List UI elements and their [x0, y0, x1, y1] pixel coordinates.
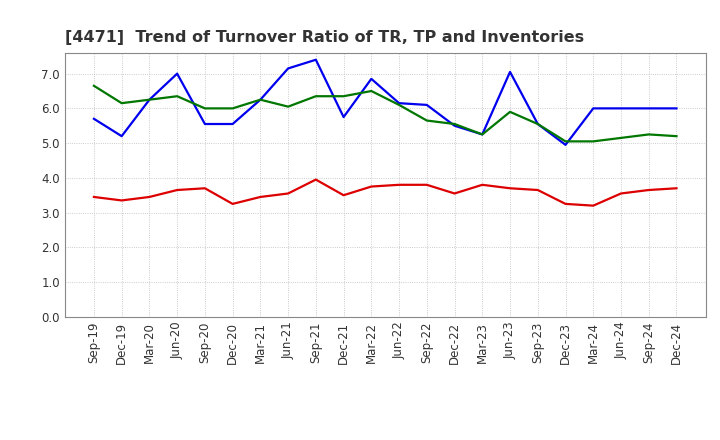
Trade Payables [644, 106, 653, 111]
Trade Receivables [256, 194, 265, 200]
Inventories [256, 97, 265, 103]
Inventories [117, 100, 126, 106]
Trade Receivables [173, 187, 181, 193]
Text: [4471]  Trend of Turnover Ratio of TR, TP and Inventories: [4471] Trend of Turnover Ratio of TR, TP… [65, 29, 584, 45]
Inventories [589, 139, 598, 144]
Inventories [89, 83, 98, 88]
Trade Receivables [589, 203, 598, 208]
Trade Payables [173, 71, 181, 76]
Trade Payables [312, 57, 320, 62]
Inventories [228, 106, 237, 111]
Trade Payables [478, 132, 487, 137]
Trade Payables [201, 121, 210, 127]
Trade Receivables [478, 182, 487, 187]
Trade Payables [450, 123, 459, 128]
Trade Payables [672, 106, 681, 111]
Inventories [312, 94, 320, 99]
Trade Receivables [644, 187, 653, 193]
Trade Payables [145, 97, 154, 103]
Trade Payables [423, 102, 431, 107]
Inventories [644, 132, 653, 137]
Trade Payables [117, 133, 126, 139]
Trade Payables [534, 121, 542, 127]
Inventories [534, 121, 542, 127]
Trade Payables [228, 121, 237, 127]
Inventories [561, 139, 570, 144]
Trade Payables [367, 76, 376, 81]
Line: Trade Payables: Trade Payables [94, 60, 677, 145]
Trade Receivables [534, 187, 542, 193]
Inventories [672, 133, 681, 139]
Line: Inventories: Inventories [94, 86, 677, 141]
Trade Receivables [339, 193, 348, 198]
Inventories [616, 135, 625, 140]
Trade Receivables [228, 201, 237, 206]
Trade Payables [339, 114, 348, 120]
Trade Receivables [423, 182, 431, 187]
Trade Receivables [284, 191, 292, 196]
Trade Receivables [367, 184, 376, 189]
Trade Payables [284, 66, 292, 71]
Trade Receivables [450, 191, 459, 196]
Trade Payables [256, 97, 265, 103]
Trade Payables [505, 69, 514, 74]
Inventories [423, 118, 431, 123]
Inventories [505, 109, 514, 114]
Trade Receivables [201, 186, 210, 191]
Trade Receivables [616, 191, 625, 196]
Trade Payables [395, 100, 403, 106]
Trade Receivables [312, 177, 320, 182]
Inventories [367, 88, 376, 94]
Inventories [201, 106, 210, 111]
Trade Receivables [505, 186, 514, 191]
Inventories [145, 97, 154, 103]
Inventories [395, 102, 403, 107]
Inventories [284, 104, 292, 109]
Trade Receivables [145, 194, 154, 200]
Trade Payables [616, 106, 625, 111]
Trade Receivables [117, 198, 126, 203]
Inventories [339, 94, 348, 99]
Inventories [478, 132, 487, 137]
Trade Payables [89, 116, 98, 121]
Inventories [450, 121, 459, 127]
Trade Payables [561, 142, 570, 147]
Trade Receivables [89, 194, 98, 200]
Trade Receivables [672, 186, 681, 191]
Trade Receivables [395, 182, 403, 187]
Line: Trade Receivables: Trade Receivables [94, 180, 677, 205]
Trade Receivables [561, 201, 570, 206]
Inventories [173, 94, 181, 99]
Trade Payables [589, 106, 598, 111]
